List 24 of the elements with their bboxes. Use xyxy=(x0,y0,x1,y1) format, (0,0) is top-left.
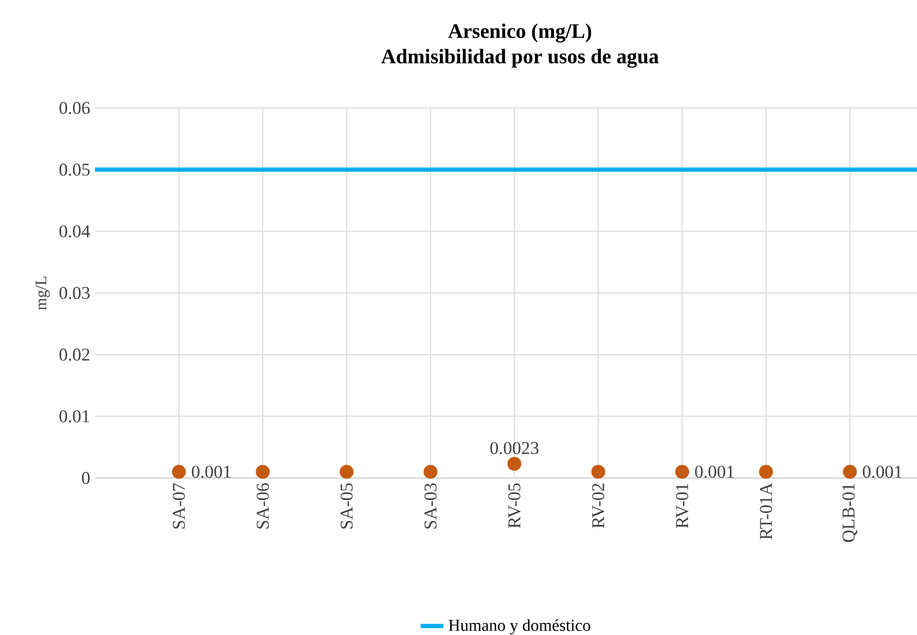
y-tick-label: 0.01 xyxy=(59,410,90,422)
x-tick-label: SA-05 xyxy=(340,483,353,528)
x-tick-label: RV-02 xyxy=(592,484,604,528)
y-tick-label: 0 xyxy=(82,472,90,484)
y-tick-label: 0.04 xyxy=(59,225,90,238)
y-tick-label: 0.03 xyxy=(59,286,90,300)
y-tick-label: 0.06 xyxy=(59,102,90,114)
x-tick-label: SA-03 xyxy=(424,483,437,528)
x-tick-label: RT-01A xyxy=(760,482,772,540)
data-label: 0.001 xyxy=(862,466,902,478)
x-tick-label: SA-06 xyxy=(256,483,269,528)
x-tick-label: RV-01 xyxy=(676,484,688,528)
data-label: 0.0023 xyxy=(490,442,538,454)
x-tick-label: RV-05 xyxy=(508,483,521,528)
y-tick-label: 0.05 xyxy=(59,164,90,176)
x-tick-label: QLB-01 xyxy=(842,484,858,542)
y-axis-title: mg/L xyxy=(36,276,50,310)
data-label: 0.001 xyxy=(695,466,734,478)
chart-title: Arsenico (mg/L) xyxy=(448,24,592,42)
legend-label: Humano y doméstico xyxy=(448,619,590,634)
x-tick-label: SA-07 xyxy=(172,483,185,528)
chart-subtitle: Admisibilidad por usos de agua xyxy=(381,48,659,68)
y-tick-label: 0.02 xyxy=(59,348,90,361)
data-label: 0.001 xyxy=(192,466,231,478)
